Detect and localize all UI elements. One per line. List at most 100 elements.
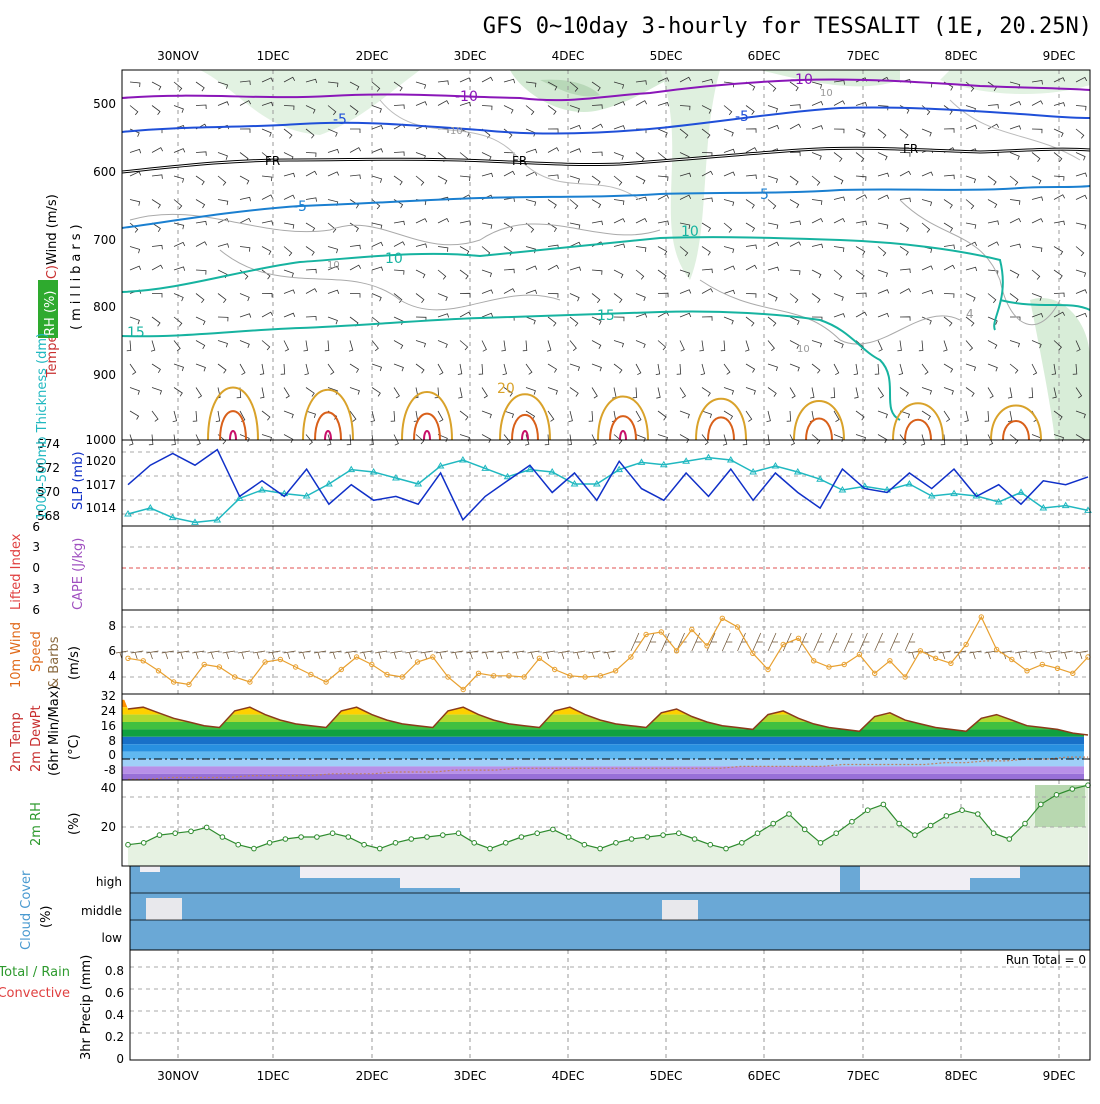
wind-speed-point [125, 655, 131, 661]
thickness-point [749, 468, 757, 475]
wind-barb [940, 434, 946, 446]
surface-wind-barb [283, 650, 296, 660]
surface-wind-barb [527, 650, 540, 660]
surface-wind-barb [1014, 650, 1028, 660]
precip-yaxis: 0.8 0.6 0.4 0.2 0 Total / Rain Convectiv… [0, 955, 124, 1066]
wind-barb [151, 363, 161, 374]
wind-barb [547, 81, 558, 91]
surface-wind-barb [390, 650, 403, 660]
wind-barb [723, 222, 733, 233]
temp-contour-25 [707, 416, 735, 441]
surface-wind-barb [496, 650, 510, 660]
wind-barb [393, 340, 404, 350]
wind-speed-point [582, 674, 588, 680]
wind-barb [459, 410, 469, 421]
wind-barb [304, 363, 309, 376]
wind-speed-point [1009, 656, 1015, 663]
thickness-point [436, 462, 445, 469]
temp-contour-minus10 [121, 78, 1091, 102]
rh-point [581, 841, 588, 848]
wind-barb [393, 151, 405, 156]
temp-contour-20 [892, 402, 944, 441]
surface-wind-barb [344, 650, 357, 660]
rh-point [817, 840, 824, 846]
rh-point [597, 845, 603, 852]
wind-barb [195, 104, 207, 110]
wind-barb [613, 340, 625, 348]
wind-barb [305, 387, 315, 397]
wind-barb [635, 196, 648, 202]
temp-band [122, 766, 1084, 774]
wind-barb [283, 410, 294, 419]
wind-barb [679, 269, 691, 278]
wind-barb [1009, 340, 1021, 348]
wind-barb [833, 217, 846, 224]
wind-barb [327, 434, 332, 446]
wind-barb [261, 77, 274, 83]
surface-wind-barb [237, 650, 250, 660]
wind-barb [963, 434, 969, 446]
surface-wind-barb [466, 650, 479, 660]
wind-barb [393, 220, 405, 226]
temp-contour-25 [609, 415, 637, 441]
thickness-point [950, 489, 958, 497]
wind-barb [635, 152, 645, 162]
surface-wind-barb [752, 632, 763, 652]
contour-label: -10 [455, 89, 478, 105]
bottom-date-label: 9DEC [1043, 1069, 1076, 1083]
wind-barb [371, 363, 383, 372]
wind-barb [612, 387, 617, 399]
wind-barb [789, 363, 800, 372]
wind-barb [239, 217, 252, 224]
wind-barb [965, 340, 974, 352]
temp-contour-20-loops [207, 386, 1042, 441]
wind-barb [789, 175, 799, 186]
wind-barb [522, 340, 528, 352]
wind-barb [899, 268, 911, 274]
wind-barb [877, 289, 890, 294]
precip-tick: 0.4 [105, 1008, 124, 1022]
wind-barb [305, 434, 313, 446]
wind-barb [613, 316, 625, 322]
surface-wind-barb [1045, 650, 1058, 660]
wind-barb [569, 175, 581, 183]
surface-wind-barb [798, 632, 809, 652]
wind10m-barbs [115, 632, 1089, 660]
wind-barb [1031, 128, 1043, 134]
wind-barb [833, 293, 844, 301]
wind-barb [855, 269, 865, 280]
wind-barb [371, 241, 384, 247]
wind-barb [591, 104, 603, 109]
wind-barb [701, 410, 713, 419]
wind-barb [789, 199, 800, 209]
rh-point [833, 830, 840, 837]
wind-speed-point [277, 656, 284, 663]
wind-speed-point [673, 648, 680, 654]
wind-barb [1031, 80, 1043, 85]
wind-barb [701, 222, 712, 232]
wind-barb [346, 434, 352, 446]
wind-barb [371, 81, 381, 92]
wind-barb [349, 222, 359, 233]
wind10m-grid [122, 610, 1090, 694]
rh-point [912, 832, 918, 838]
temp-contour-30 [521, 430, 529, 441]
wind-barb [679, 387, 687, 399]
wind-barb [283, 340, 290, 352]
wind-barb [789, 104, 801, 109]
temp-band [122, 751, 1084, 759]
wind-barb [393, 434, 399, 446]
li-tick: 6 [32, 603, 40, 617]
rh2m-title: 2m RH [29, 802, 44, 846]
temp-contour-20 [695, 397, 747, 441]
wind-barb [833, 246, 845, 253]
rh-point [896, 820, 902, 827]
rh-point [975, 811, 981, 817]
wind-barb [591, 199, 602, 209]
wind-barb [152, 293, 163, 298]
wind-barb [1031, 269, 1041, 280]
wind-barb [173, 199, 183, 210]
rh-point [770, 820, 777, 827]
wind-barb [921, 265, 934, 271]
wind-barb [525, 265, 538, 271]
